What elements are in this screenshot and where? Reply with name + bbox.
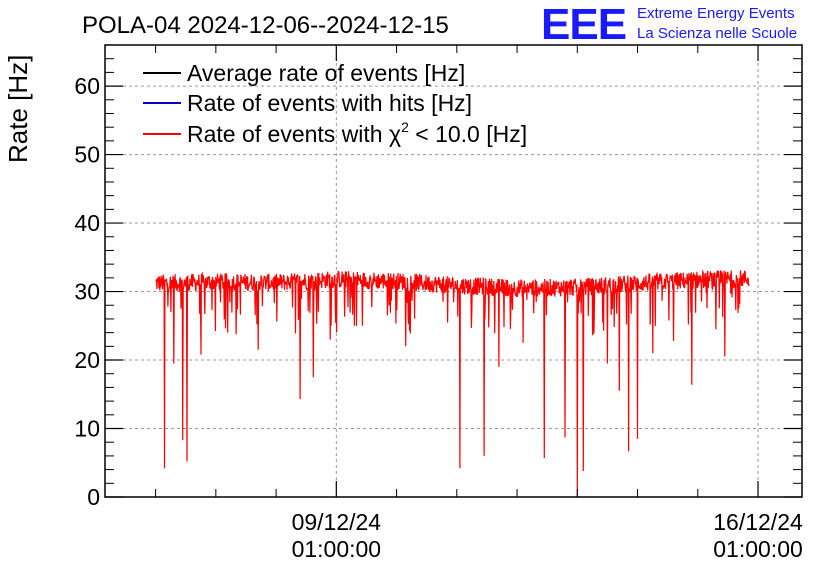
legend-label-hits: Rate of events with hits [Hz] bbox=[187, 90, 472, 116]
x-tick-date: 09/12/24 bbox=[292, 509, 382, 535]
y-tick-label: 50 bbox=[74, 142, 100, 168]
eee-logo: EEE bbox=[541, 0, 626, 49]
legend-chi2-prefix: Rate of events with bbox=[187, 121, 389, 147]
y-tick-label: 60 bbox=[74, 73, 100, 99]
legend-label-average: Average rate of events [Hz] bbox=[187, 60, 465, 86]
x-tick-time: 01:00:00 bbox=[292, 536, 382, 562]
legend-label-chi2: Rate of events with χ2 < 10.0 [Hz] bbox=[187, 119, 527, 147]
series-line-chi2 bbox=[155, 269, 750, 498]
y-tick-label: 40 bbox=[74, 210, 100, 236]
legend-chi2-suffix: < 10.0 [Hz] bbox=[409, 121, 527, 147]
plot-frame bbox=[104, 44, 803, 498]
logo-line-2: La Scienza nelle Scuole bbox=[637, 25, 797, 42]
x-tick-date: 16/12/24 bbox=[713, 509, 803, 535]
chart-title: POLA-04 2024-12-06--2024-12-15 bbox=[82, 12, 449, 39]
plot-area bbox=[155, 269, 750, 498]
y-tick-label: 10 bbox=[74, 416, 100, 442]
y-tick-label: 0 bbox=[87, 484, 100, 510]
y-tick-label: 20 bbox=[74, 347, 100, 373]
y-axis-label: Rate [Hz] bbox=[3, 55, 33, 163]
axes: 010203040506009/12/2401:00:0016/12/2401:… bbox=[74, 44, 803, 562]
legend-chi2-superscript: 2 bbox=[401, 119, 409, 135]
logo-line-1: Extreme Energy Events bbox=[637, 5, 795, 22]
x-tick-time: 01:00:00 bbox=[713, 536, 803, 562]
legend: Average rate of events [Hz] Rate of even… bbox=[143, 60, 527, 147]
legend-chi2-symbol: χ bbox=[389, 121, 401, 147]
y-tick-label: 30 bbox=[74, 279, 100, 305]
